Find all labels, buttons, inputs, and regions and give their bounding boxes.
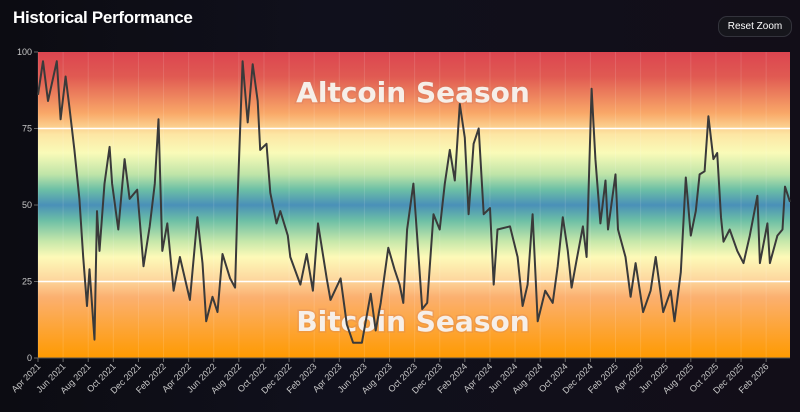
y-tick-label: 75 <box>22 124 32 134</box>
series-line <box>37 60 791 344</box>
altcoin-season-label: Altcoin Season <box>296 76 530 109</box>
reset-zoom-button[interactable]: Reset Zoom <box>718 16 792 37</box>
y-tick-label: 25 <box>22 277 32 287</box>
bitcoin-season-label: Bitcoin Season <box>296 305 529 338</box>
y-tick-label: 50 <box>22 200 32 210</box>
page-title: Historical Performance <box>13 8 193 27</box>
y-tick-label: 0 <box>27 353 32 363</box>
y-tick-label: 100 <box>17 47 32 57</box>
